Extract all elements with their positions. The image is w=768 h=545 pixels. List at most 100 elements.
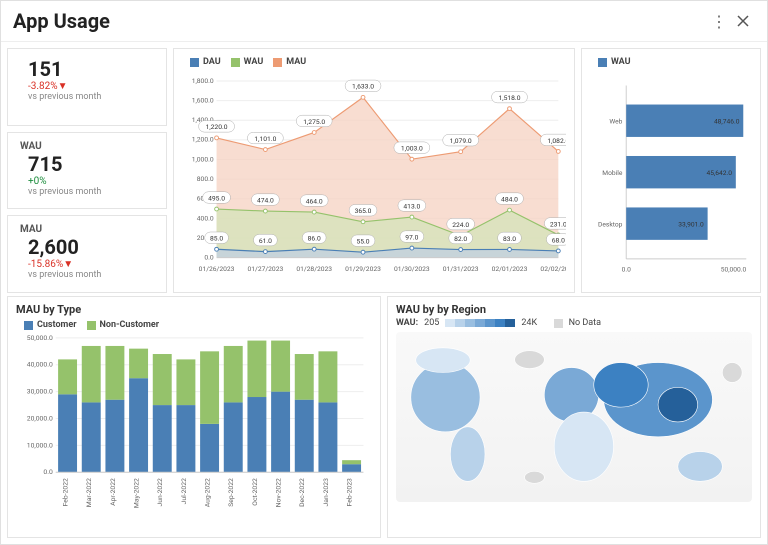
kpi-value: 2,600 [28,235,154,259]
region-legend: WAU: 205 24K No Data [396,318,752,328]
svg-text:1,082.0: 1,082.0 [547,137,566,145]
svg-text:10,000.0: 10,000.0 [27,441,53,449]
world-map [396,332,752,502]
svg-text:50,000.0: 50,000.0 [27,334,53,342]
nodata-swatch [554,319,563,328]
kpi-value: 715 [28,152,154,176]
svg-text:0.0: 0.0 [43,468,53,476]
region-scale-min: 205 [424,318,439,328]
svg-text:1,518.0: 1,518.0 [499,94,521,102]
svg-text:82.0: 82.0 [454,235,467,243]
svg-text:83.0: 83.0 [503,235,516,243]
kpi-delta: -15.86%▼ [28,259,154,270]
svg-text:01/30/2023: 01/30/2023 [394,265,430,273]
svg-text:464.0: 464.0 [306,197,323,205]
legend-dau: DAU [190,57,221,67]
svg-text:Mar-2022: Mar-2022 [85,478,93,507]
kpi-sub: vs previous month [28,187,154,197]
svg-text:365.0: 365.0 [355,207,372,215]
svg-text:Web: Web [609,118,622,126]
svg-text:Jun-2022: Jun-2022 [156,478,164,507]
svg-text:800.0: 800.0 [197,175,214,183]
svg-text:01/27/2023: 01/27/2023 [248,265,284,273]
kpi-sub: vs previous month [28,92,154,102]
region-title: WAU by by Region [396,303,752,316]
svg-text:231.0: 231.0 [550,220,566,228]
dashboard-frame: App Usage ⋮ 151 -3.82%▼ vs previous mont… [0,0,768,545]
svg-text:33,901.0: 33,901.0 [678,221,704,229]
svg-text:30,000.0: 30,000.0 [27,388,53,396]
mau-type-legend: Customer Non-Customer [16,318,372,334]
kpi-wau: WAU 715 +0% vs previous month [7,132,167,210]
svg-text:413.0: 413.0 [403,202,420,210]
svg-text:1,101.0: 1,101.0 [254,135,276,143]
svg-text:1,800.0: 1,800.0 [192,77,214,85]
kpi-value: 151 [28,57,154,81]
svg-text:48,746.0: 48,746.0 [714,118,740,126]
svg-text:Dec-2022: Dec-2022 [298,478,306,507]
svg-text:86.0: 86.0 [308,235,321,243]
svg-text:1,000.0: 1,000.0 [192,155,214,163]
region-card: WAU by by Region WAU: 205 24K No Data [387,296,761,538]
svg-text:01/29/2023: 01/29/2023 [345,265,381,273]
svg-text:Apr-2022: Apr-2022 [109,478,117,506]
kpi-sub: vs previous month [28,270,154,280]
svg-text:Oct-2022: Oct-2022 [251,478,259,506]
svg-text:Mobile: Mobile [602,169,623,177]
svg-text:1,633.0: 1,633.0 [352,83,374,91]
svg-text:45,642.0: 45,642.0 [706,169,732,177]
svg-text:484.0: 484.0 [501,195,518,203]
wau-bar-card: WAU Web 48,746.0 Mobile 45,642.0 Desktop 33,9… [581,48,761,293]
svg-text:40,000.0: 40,000.0 [27,361,53,369]
area-chart-card: DAU WAU MAU 0.0200.0400.0600.0800.01,000… [173,48,575,293]
svg-text:Jan-2023: Jan-2023 [322,478,330,507]
svg-text:01/26/2023: 01/26/2023 [199,265,235,273]
kpi-delta: +0% [28,176,154,187]
svg-text:1,200.0: 1,200.0 [192,136,214,144]
svg-text:01/28/2023: 01/28/2023 [296,265,332,273]
kpi-dau: 151 -3.82%▼ vs previous month [7,48,167,126]
svg-text:Jul-2022: Jul-2022 [180,478,188,504]
svg-text:Feb-2022: Feb-2022 [62,478,70,506]
svg-text:68.0: 68.0 [552,236,565,244]
close-icon[interactable] [731,9,755,33]
region-legend-prefix: WAU: [396,318,418,328]
svg-text:50,000.0: 50,000.0 [721,265,747,273]
legend-mau: MAU [273,57,306,67]
svg-text:1,275.0: 1,275.0 [303,118,325,126]
svg-text:55.0: 55.0 [356,238,369,246]
region-nodata-label: No Data [569,318,601,328]
legend-wau-bar: WAU [598,57,631,67]
svg-text:20,000.0: 20,000.0 [27,414,53,422]
more-icon[interactable]: ⋮ [707,9,731,33]
wau-bar-svg: Web 48,746.0 Mobile 45,642.0 Desktop 33,901.0… [590,71,752,281]
svg-text:02/02/2023: 02/02/2023 [540,265,566,273]
svg-text:224.0: 224.0 [452,221,469,229]
svg-text:0.0: 0.0 [204,254,214,262]
mau-type-title: MAU by Type [16,303,372,316]
mau-type-card: MAU by Type Customer Non-Customer 0.0 10,… [7,296,381,538]
svg-text:495.0: 495.0 [208,194,225,202]
area-legend: DAU WAU MAU [182,55,566,71]
bottom-grid: MAU by Type Customer Non-Customer 0.0 10,… [1,296,767,544]
legend-wau: WAU [231,57,264,67]
area-chart-svg: 0.0200.0400.0600.0800.01,000.01,200.01,4… [182,71,566,281]
svg-text:Desktop: Desktop [598,221,623,229]
svg-text:Sep-2022: Sep-2022 [227,478,235,507]
svg-text:Nov-2022: Nov-2022 [275,478,283,507]
svg-text:02/01/2023: 02/01/2023 [492,265,528,273]
svg-text:1,079.0: 1,079.0 [450,137,472,145]
kpi-label: MAU [20,224,154,235]
svg-text:01/31/2023: 01/31/2023 [443,265,479,273]
svg-text:1,220.0: 1,220.0 [206,123,228,131]
header: App Usage ⋮ [1,1,767,42]
svg-text:474.0: 474.0 [257,196,274,204]
page-title: App Usage [13,9,707,33]
svg-text:400.0: 400.0 [197,214,214,222]
svg-text:Aug-2022: Aug-2022 [204,478,212,507]
mau-type-svg: 0.0 10,000.0 20,000.0 30,000.0 40,000.0 50,00… [16,334,372,519]
legend-customer: Customer [24,320,77,330]
region-scale [445,319,515,327]
svg-text:1,003.0: 1,003.0 [401,145,423,153]
svg-text:1,600.0: 1,600.0 [192,97,214,105]
